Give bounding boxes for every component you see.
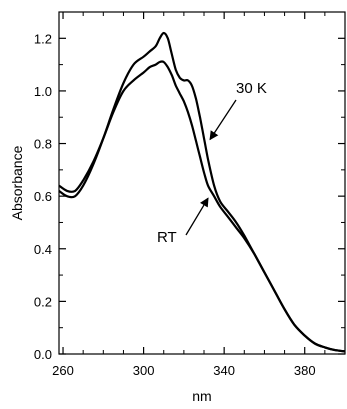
y-tick-label: 1.0 <box>34 84 52 99</box>
series-line-rt <box>58 60 346 353</box>
y-tick-label: 1.2 <box>34 31 52 46</box>
x-ticks: 260 300 340 380 <box>52 12 326 378</box>
x-axis-label: nm <box>192 388 211 404</box>
series-line-30k <box>58 31 346 353</box>
x-tick-label: 380 <box>294 363 316 378</box>
x-tick-label: 300 <box>133 363 155 378</box>
y-tick-label: 0.8 <box>34 137 52 152</box>
y-tick-label: 0.4 <box>34 242 52 257</box>
annotation-arrow-rt <box>185 197 209 236</box>
y-tick-label: 0.2 <box>34 294 52 309</box>
y-tick-label: 0.6 <box>34 189 52 204</box>
y-tick-label: 0.0 <box>34 347 52 362</box>
y-ticks: 0.0 0.2 0.4 0.6 0.8 1.0 1.2 <box>34 31 345 362</box>
series-group <box>58 31 346 353</box>
annotation-arrow-30k <box>209 99 237 141</box>
annotation-30k: 30 K <box>236 80 267 97</box>
y-axis-label: Absorbance <box>9 145 25 220</box>
annotations: 30 K RT <box>157 80 267 246</box>
x-tick-label: 260 <box>52 363 74 378</box>
plot-frame <box>58 11 346 355</box>
annotation-rt: RT <box>157 229 177 246</box>
x-tick-label: 340 <box>213 363 235 378</box>
